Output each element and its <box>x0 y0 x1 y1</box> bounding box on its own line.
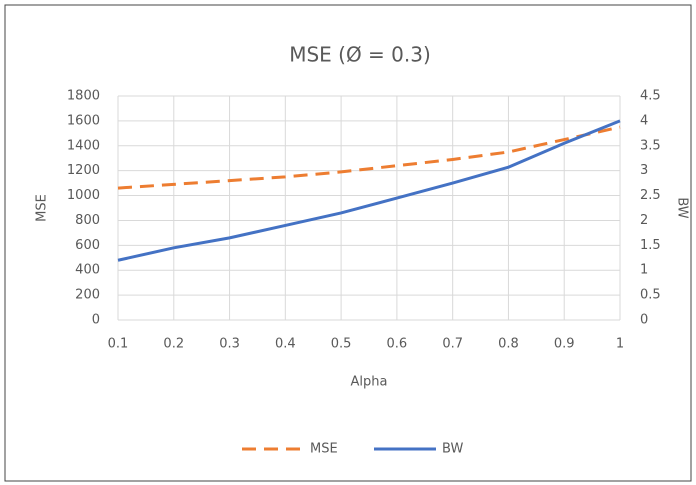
y2-tick-label: 2.5 <box>640 188 661 203</box>
y-tick-label: 0 <box>92 313 100 328</box>
x-tick-label: 0.1 <box>108 337 129 352</box>
x-tick-label: 0.5 <box>331 337 352 352</box>
chart-frame <box>4 4 692 482</box>
x-tick-label: 0.4 <box>275 337 296 352</box>
legend-label: MSE <box>310 442 338 457</box>
y2-tick-label: 0 <box>640 313 648 328</box>
y-tick-label: 800 <box>75 213 100 228</box>
y-tick-label: 400 <box>75 263 100 278</box>
y2-tick-label: 2 <box>640 213 648 228</box>
x-tick-label: 0.7 <box>442 337 463 352</box>
x-tick-label: 1 <box>616 337 624 352</box>
chart-title: MSE (Ø = 0.3) <box>289 43 431 67</box>
series-line <box>117 125 621 190</box>
series-line <box>117 119 621 262</box>
y2-tick-label: 1 <box>640 263 648 278</box>
x-tick-label: 0.3 <box>219 337 240 352</box>
y-axis-title: MSE <box>35 194 50 222</box>
y2-tick-label: 4.5 <box>640 89 661 104</box>
y-tick-label: 1000 <box>67 188 100 203</box>
y-tick-label: 600 <box>75 238 100 253</box>
x-tick-label: 0.8 <box>498 337 519 352</box>
y-tick-label: 1600 <box>67 113 100 128</box>
y-tick-label: 1800 <box>67 89 100 104</box>
y2-tick-label: 0.5 <box>640 288 661 303</box>
x-tick-label: 0.6 <box>387 337 408 352</box>
y2-axis-title: BW <box>675 197 690 218</box>
y-tick-label: 200 <box>75 288 100 303</box>
x-axis-title: Alpha <box>351 375 388 390</box>
y2-tick-label: 3.5 <box>640 138 661 153</box>
y-tick-label: 1200 <box>67 163 100 178</box>
y2-tick-label: 3 <box>640 163 648 178</box>
x-tick-label: 0.9 <box>554 337 575 352</box>
y2-tick-label: 4 <box>640 113 648 128</box>
y-tick-label: 1400 <box>67 138 100 153</box>
y2-tick-label: 1.5 <box>640 238 661 253</box>
x-tick-label: 0.2 <box>163 337 184 352</box>
legend-label: BW <box>442 442 463 457</box>
